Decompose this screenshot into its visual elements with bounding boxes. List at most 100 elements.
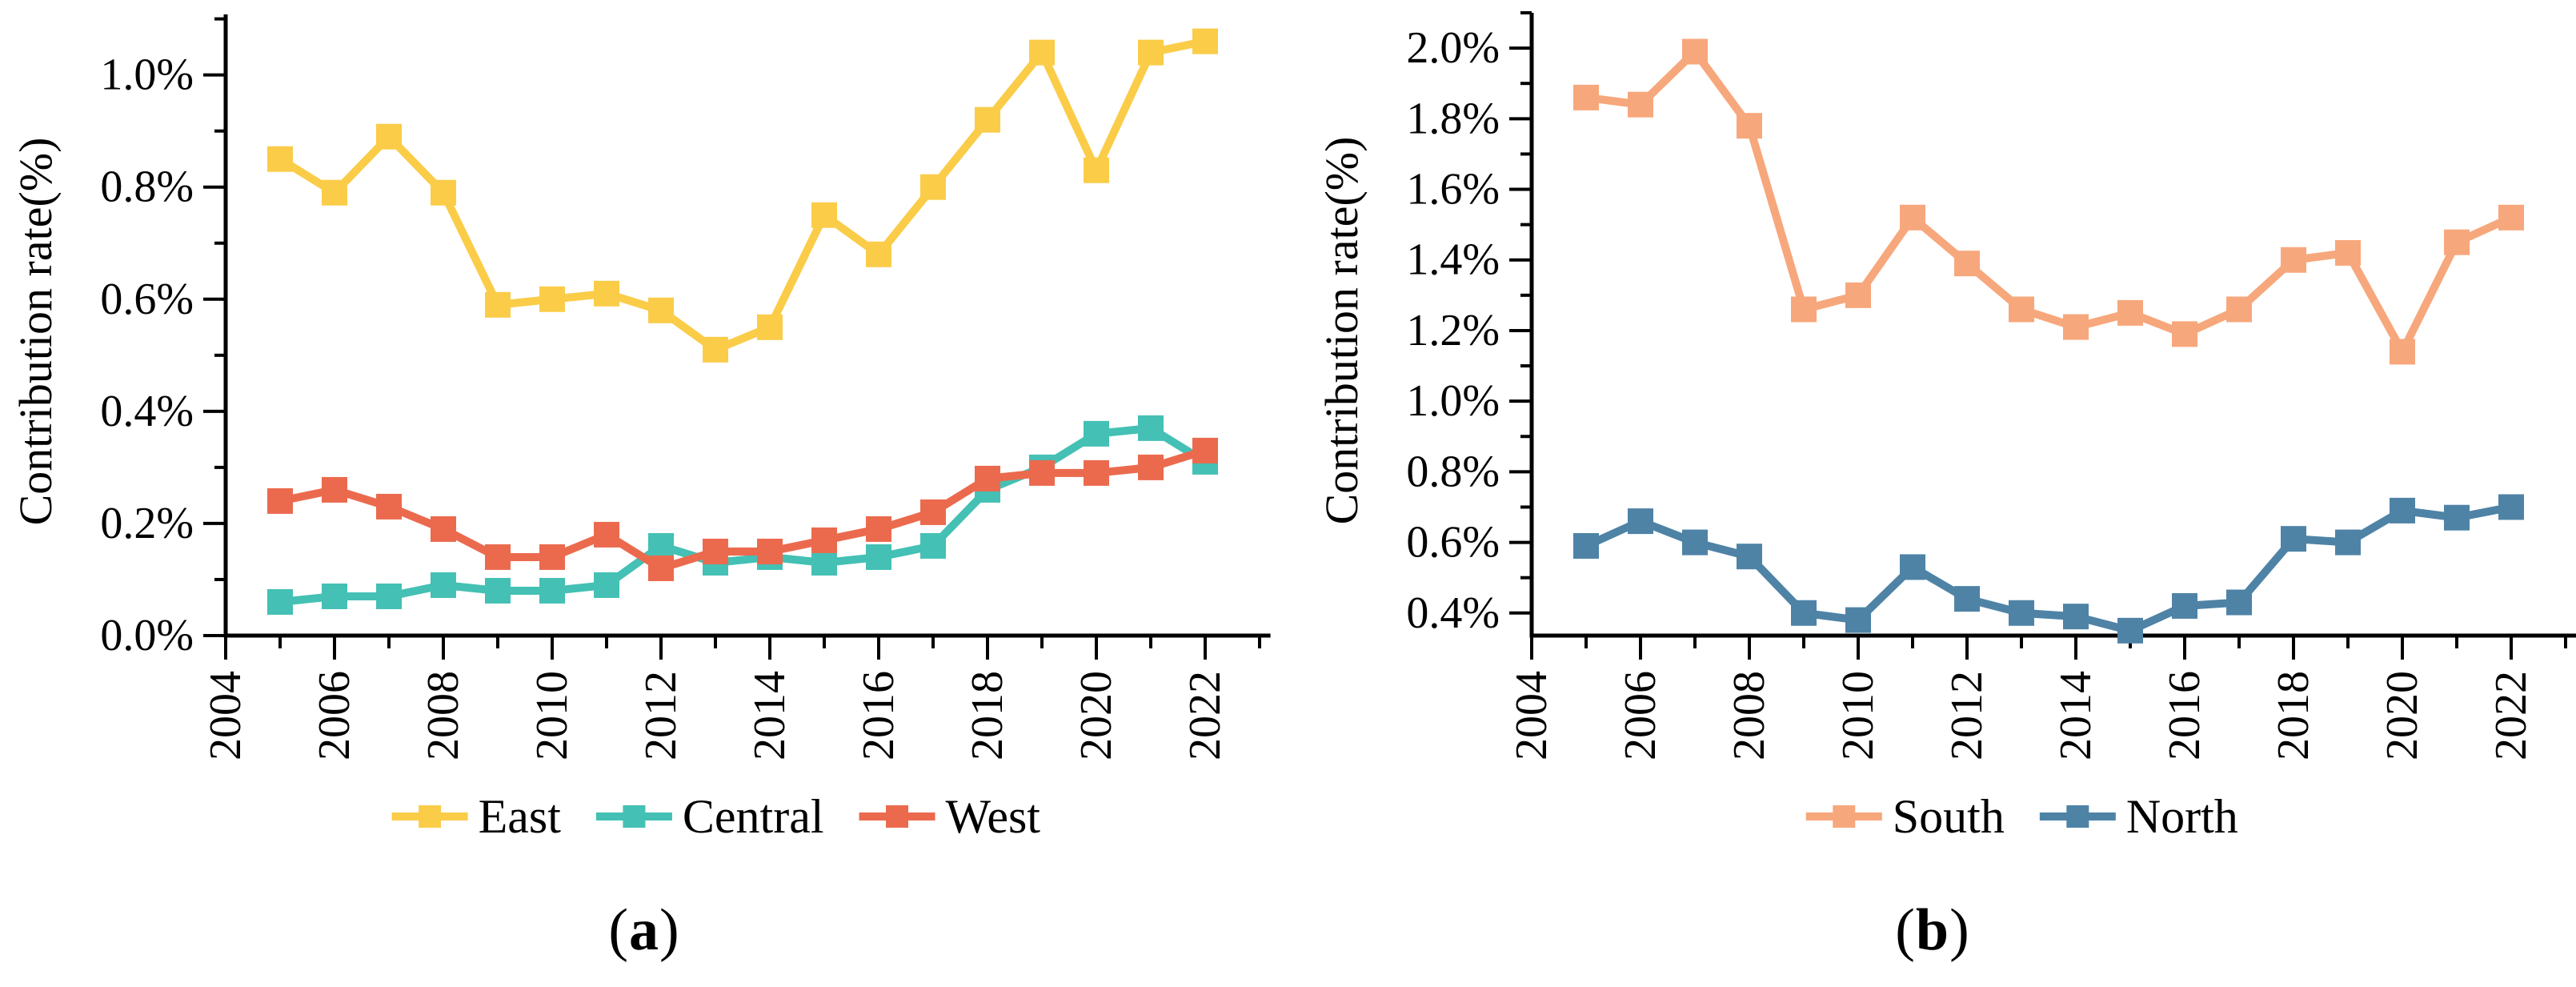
series-west-marker (1029, 459, 1055, 486)
x-tick-label: 2004 (201, 671, 250, 760)
series-east-marker (757, 314, 783, 340)
y-tick-label: 1.0% (100, 50, 194, 100)
series-west-marker (431, 516, 456, 542)
legend-item-west: West (859, 790, 1041, 843)
x-tick-label: 2018 (963, 671, 1012, 760)
y-tick-label: 0.4% (1406, 588, 1500, 638)
series-west-marker (267, 487, 293, 514)
legend-marker (1833, 805, 1856, 828)
series-south-marker (1628, 91, 1653, 118)
series-south-marker (1573, 84, 1599, 110)
series-south-marker (2063, 314, 2089, 340)
series-north-marker (2172, 592, 2197, 619)
legend-marker (886, 805, 909, 828)
series-south-marker (2281, 247, 2306, 273)
series-south-marker (2009, 296, 2034, 323)
series-east-marker (920, 174, 946, 200)
series-south-marker (2335, 239, 2361, 266)
series-east-marker (322, 179, 347, 206)
series-east-marker (975, 106, 1000, 133)
y-tick-label: 1.8% (1406, 94, 1500, 143)
series-east-marker (539, 286, 565, 312)
x-tick-label: 2022 (2486, 671, 2536, 760)
series-central-marker (485, 577, 511, 604)
series-central-marker (376, 583, 402, 609)
legend-a: East Central West (391, 790, 1041, 843)
series-north-marker (1628, 508, 1653, 535)
series-central-marker (431, 572, 456, 598)
x-tick-label: 2020 (1072, 671, 1121, 760)
x-tick-label: 2006 (1616, 671, 1665, 760)
series-west-marker (376, 493, 402, 520)
series-south-line (1585, 45, 2514, 361)
series-east-marker (811, 202, 837, 228)
series-south-marker (1954, 251, 1980, 277)
chart-block-a: 0.0% 0.2% 0.4% 0.6% 0.8% 1.0% 2004 2006 2008 2010… (0, 14, 1288, 965)
chart-b-canvas: 0.4% 0.6% 0.8% 1.0% 1.2% 1.4% 1.6% 1.8% 2.0% 2004… (1316, 11, 2576, 843)
series-north-marker (1737, 544, 1762, 570)
series-north-marker (2390, 497, 2415, 524)
y-tick-label: 0.2% (100, 499, 194, 548)
caption-b-letter: b (1915, 897, 1950, 963)
x-tick-label: 2010 (527, 671, 577, 760)
y-tick-label: 1.2% (1406, 306, 1500, 355)
series-north-line (1584, 503, 2512, 636)
legend-item-north: North (2039, 790, 2238, 843)
series-west-marker (485, 544, 511, 570)
x-tick-label: 2006 (310, 671, 359, 760)
series-east-marker (1029, 39, 1055, 66)
series-east-marker (1138, 39, 1164, 66)
caption-b: (b) (1288, 897, 2576, 965)
series-north-marker (2117, 617, 2143, 644)
chart-block-b: 0.4% 0.6% 0.8% 1.0% 1.2% 1.4% 1.6% 1.8% 2.0% 2004… (1288, 0, 2576, 987)
series-north-marker (1791, 600, 1817, 626)
y-tick-label: 0.4% (100, 387, 194, 436)
series-east-marker (1192, 28, 1218, 54)
x-tick-label: 2016 (854, 671, 903, 760)
legend-b: South North (1805, 790, 2238, 843)
x-tick-label: 2016 (2160, 671, 2209, 760)
x-tick-label: 2014 (745, 671, 795, 760)
series-east-marker (431, 179, 456, 206)
series-north-marker (1573, 532, 1599, 559)
caption-a: (a) (0, 897, 1288, 965)
x-tick-label: 2004 (1507, 671, 1556, 760)
series-south-marker (1845, 282, 1871, 308)
legend-label: North (2126, 790, 2238, 843)
y-tick-label: 1.0% (1406, 376, 1500, 426)
series-east-marker (1084, 157, 1109, 183)
series-north-marker (2335, 529, 2361, 556)
x-tick-label: 2018 (2269, 671, 2318, 760)
series-central-marker (1084, 420, 1109, 447)
series-east-marker (485, 291, 511, 318)
series-south-marker (1737, 113, 1762, 139)
series-north (1573, 494, 2524, 644)
series-north-marker (1900, 554, 1925, 580)
y-tick-label: 1.4% (1406, 235, 1500, 285)
series-east-line (278, 37, 1207, 355)
series-south-marker (2498, 204, 2524, 231)
series-north-marker (2498, 494, 2524, 520)
series-west-marker (920, 499, 946, 525)
series-south-marker (2226, 296, 2252, 323)
series-central-marker (594, 572, 619, 598)
series-east-marker (866, 241, 891, 267)
series-north-marker (2281, 526, 2306, 552)
legend-marker (419, 805, 442, 828)
series-west-marker (648, 555, 674, 581)
legend-item-south: South (1805, 790, 2005, 843)
series-north-marker (2063, 604, 2089, 630)
series-south-marker (2390, 339, 2415, 365)
y-tick-label: 0.8% (1406, 447, 1500, 496)
series-north-marker (2009, 600, 2034, 626)
legend-label: West (946, 790, 1041, 843)
caption-a-close-paren: ) (659, 897, 680, 963)
series-west-marker (811, 527, 837, 553)
x-tick-label: 2012 (1942, 671, 1992, 760)
chart-a-canvas: 0.0% 0.2% 0.4% 0.6% 0.8% 1.0% 2004 2006 2008 2010… (10, 14, 1271, 843)
caption-b-close-paren: ) (1949, 897, 1970, 963)
y-tick-label: 2.0% (1406, 23, 1500, 73)
series-west-marker (975, 465, 1000, 491)
series-south (1573, 38, 2524, 365)
